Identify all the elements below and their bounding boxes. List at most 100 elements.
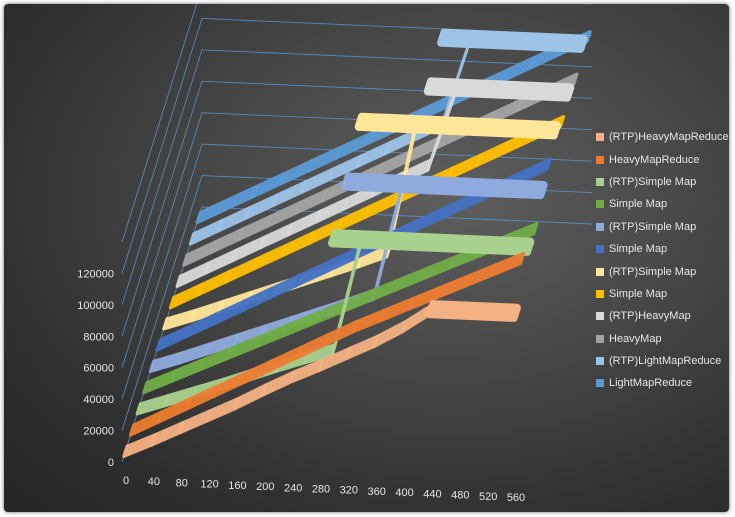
series-ribbon (195, 30, 592, 225)
series-segment (266, 273, 302, 301)
y-tick-label: 20000 (83, 426, 114, 438)
series-segment (491, 251, 526, 277)
legend-item: Simple Map (596, 238, 729, 260)
series-layer (122, 28, 592, 458)
legend-item: (RTP)Simple Map (596, 260, 729, 282)
gridline (121, 206, 593, 463)
chart-plot-area: 0 20000 40000 60000 80000 100000 120000 0 40 80 1… (77, 4, 593, 504)
gridline (121, 4, 592, 243)
y-tick-label: 100000 (77, 300, 114, 312)
y-axis-ticks: 0 20000 40000 60000 80000 100000 120000 (77, 268, 114, 469)
legend-item: (RTP)Simple Map (596, 171, 729, 193)
legend-item: (RTP)LightMapReduce (596, 350, 729, 372)
series-segment (392, 267, 428, 293)
y-tick-label: 40000 (83, 394, 114, 406)
legend-swatch (596, 177, 604, 186)
y-tick-label: 0 (108, 457, 114, 469)
series-segment (233, 383, 268, 411)
series-segment (142, 369, 177, 395)
legend-item: Simple Map (596, 283, 729, 305)
series-segment (128, 410, 163, 437)
series-segment (501, 55, 537, 83)
legend-label: (RTP)Simple Map (609, 175, 697, 188)
x-tick-label: 280 (312, 484, 330, 496)
legend-swatch (596, 133, 604, 142)
series-segment (435, 274, 470, 300)
legend-label: (RTP)Simple Map (609, 265, 697, 278)
legend-swatch (596, 245, 604, 254)
series-plateau (426, 300, 521, 322)
series-plateau (354, 112, 561, 140)
series-segment (447, 153, 482, 180)
legend-swatch (596, 357, 604, 366)
x-tick-label: 560 (507, 492, 525, 504)
series-segment (122, 433, 157, 458)
legend-label: HeavyMapReduce (609, 153, 700, 166)
x-tick-label: 400 (395, 487, 413, 499)
y-tick-label: 60000 (83, 363, 114, 375)
legend-swatch (596, 334, 604, 343)
x-axis-ticks: 0 40 80 120 160 200 240 280 320 360 400 440 480 520 56… (123, 475, 525, 504)
legend-swatch (596, 222, 604, 231)
legend-item: LightMapReduce (596, 372, 729, 394)
series-segment (517, 157, 552, 184)
x-tick-label: 80 (176, 477, 188, 489)
legend-label: HeavyMap (609, 332, 662, 345)
series-segment (351, 308, 386, 334)
series-segment (463, 263, 498, 288)
legend-item: (RTP)HeavyMap (596, 305, 729, 327)
x-tick-label: 320 (340, 485, 358, 497)
x-tick-label: 160 (228, 480, 246, 492)
x-tick-label: 0 (123, 475, 129, 487)
legend-label: (RTP)Simple Map (609, 220, 697, 233)
legend-item: (RTP)Simple Map (596, 216, 729, 238)
series-segment (345, 334, 380, 361)
legend-label: Simple Map (609, 287, 668, 300)
series-ribbon (128, 251, 526, 437)
series-plateau (437, 28, 588, 53)
series-ribbon (122, 300, 521, 458)
series-plateau (423, 77, 575, 102)
legend: (RTP)HeavyMapReduce HeavyMapReduce (RTP)Si… (596, 126, 729, 395)
series-segment (150, 421, 185, 447)
series-segment (155, 325, 190, 352)
legend-swatch (596, 267, 604, 276)
y-tick-label: 120000 (77, 268, 114, 280)
x-tick-label: 440 (423, 488, 441, 500)
x-tick-label: 480 (451, 490, 469, 502)
series-segment (379, 297, 414, 322)
legend-swatch (596, 312, 604, 321)
legend-label: Simple Map (609, 243, 668, 256)
y-tick-label: 80000 (83, 331, 114, 343)
legend-label: (RTP)HeavyMapReduce (609, 131, 729, 144)
legend-item: HeavyMapReduce (596, 148, 729, 170)
gridlines (121, 4, 593, 463)
series-segment (420, 256, 455, 281)
series-segment (240, 358, 275, 386)
series-plateau (328, 229, 535, 256)
chart-frame: 0 20000 40000 60000 80000 100000 120000 0 40 80 1… (4, 4, 729, 512)
series-segment (475, 140, 510, 168)
x-tick-label: 240 (284, 482, 302, 494)
legend-label: (RTP)LightMapReduce (609, 355, 722, 368)
legend-swatch (596, 200, 604, 209)
x-tick-label: 520 (479, 491, 497, 503)
legend-swatch (596, 155, 604, 164)
series-segment (168, 283, 203, 310)
legend-swatch (596, 289, 604, 298)
x-tick-label: 360 (368, 486, 386, 498)
series-segment (205, 396, 240, 423)
x-tick-label: 40 (148, 476, 160, 488)
legend-item: HeavyMap (596, 328, 729, 350)
series-segment (365, 278, 400, 304)
legend-item: Simple Map (596, 193, 729, 215)
legend-label: (RTP)HeavyMap (609, 310, 691, 323)
series-segment (406, 209, 441, 236)
series-plateau (341, 172, 548, 200)
x-tick-label: 200 (256, 481, 274, 493)
legend-item: (RTP)HeavyMapReduce (596, 126, 729, 148)
series-segment (177, 409, 213, 435)
legend-label: Simple Map (609, 198, 668, 211)
gridline (121, 143, 593, 400)
x-tick-label: 120 (200, 479, 218, 491)
